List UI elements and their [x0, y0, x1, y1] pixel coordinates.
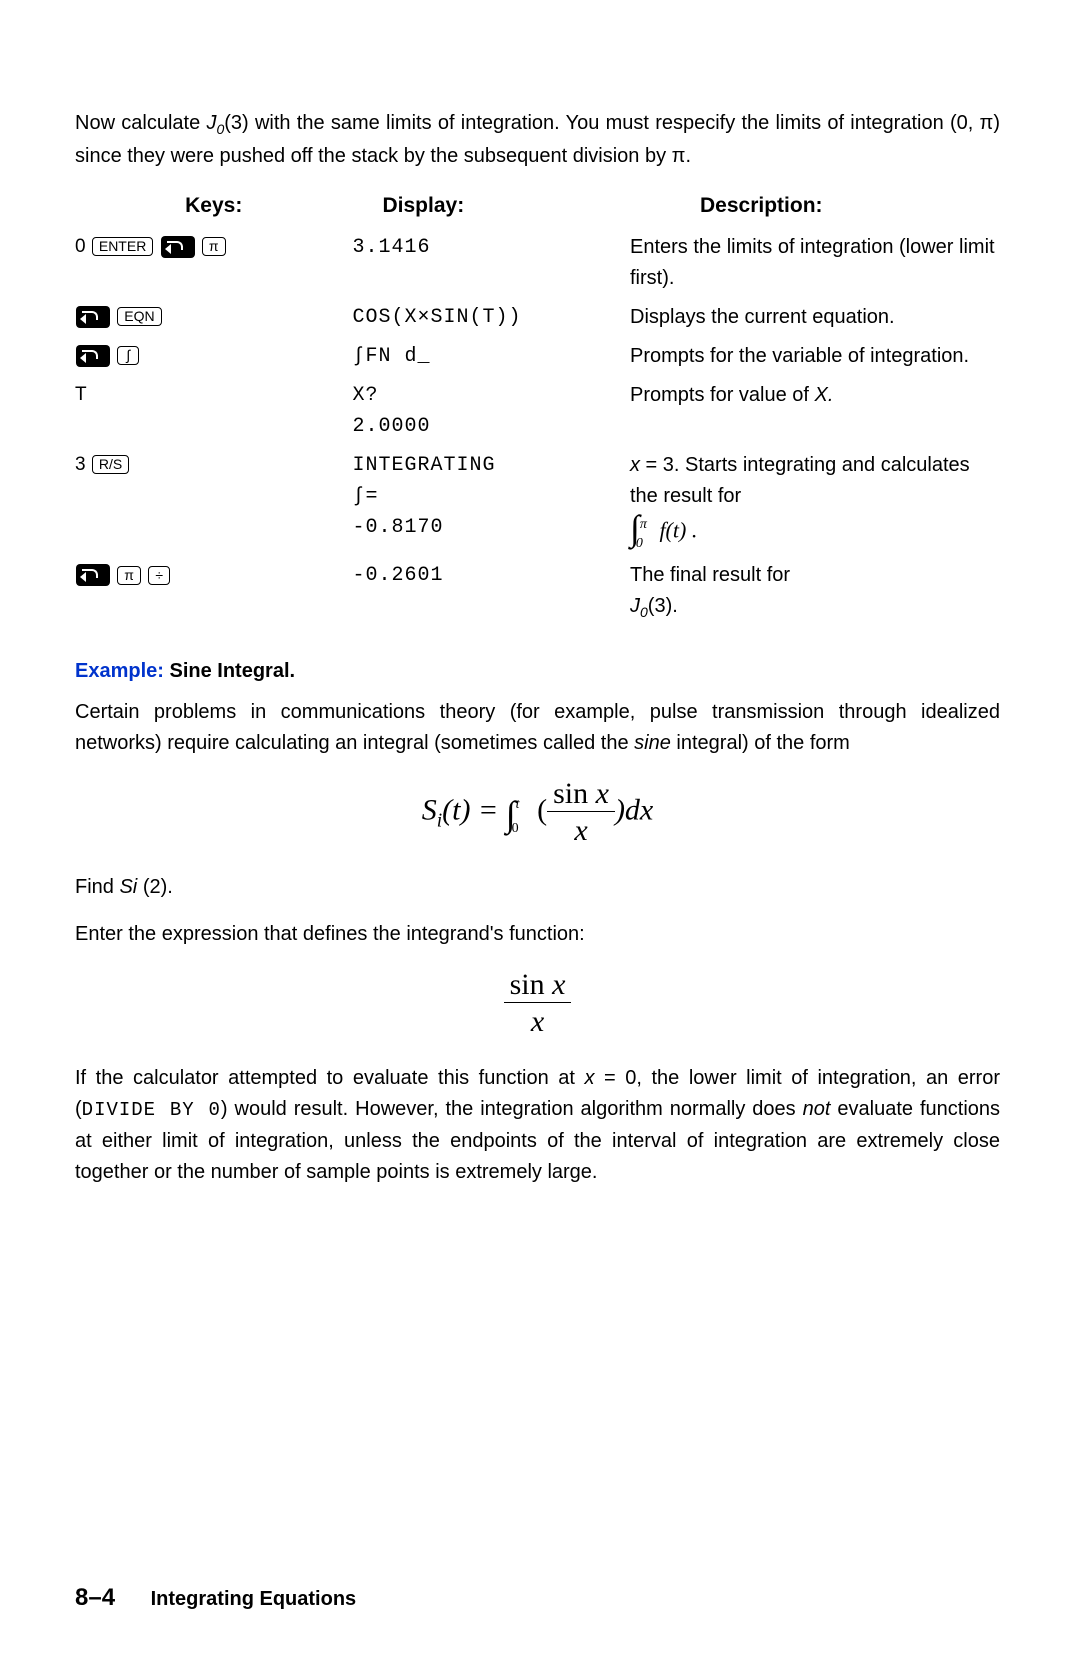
chapter-title: Integrating Equations	[151, 1588, 357, 1610]
table-row: EQN COS(X×SIN(T))Displays the current eq…	[75, 302, 1000, 341]
keys-cell: EQN	[75, 302, 353, 341]
display-cell: COS(X×SIN(T))	[353, 302, 631, 341]
shift-key-icon	[76, 345, 110, 367]
key-r/s: R/S	[92, 455, 129, 474]
keys-cell: T	[75, 380, 353, 450]
display-cell: X? 2.0000	[353, 380, 631, 450]
key-π: π	[202, 237, 226, 256]
keys-cell: ∫	[75, 341, 353, 380]
shift-key-icon	[161, 236, 195, 258]
desc-cell: Enters the limits of integration (lower …	[630, 232, 1000, 302]
desc-cell: The final result forJ0(3).	[630, 560, 1000, 632]
para-divide-by-zero: If the calculator attempted to evaluate …	[75, 1063, 1000, 1187]
header-display: Display:	[353, 194, 631, 232]
keys-cell: π ÷	[75, 560, 353, 632]
keys-cell: 0 ENTER π	[75, 232, 353, 302]
page-number: 8–4	[75, 1584, 115, 1611]
example-header: Example: Sine Integral.	[75, 660, 1000, 683]
key-π: π	[117, 566, 141, 585]
equation-si: Si(t) = ∫t0 (sin xx)dx	[75, 777, 1000, 848]
desc-cell: Displays the current equation.	[630, 302, 1000, 341]
page-footer: 8–4 Integrating Equations	[75, 1584, 356, 1612]
shift-key-icon	[76, 564, 110, 586]
header-keys: Keys:	[75, 194, 353, 232]
display-cell: -0.2601	[353, 560, 631, 632]
key-eqn: EQN	[117, 307, 161, 326]
key-÷: ÷	[148, 566, 170, 585]
desc-cell: x = 3. Starts integrating and calculates…	[630, 450, 1000, 561]
header-desc: Description:	[630, 194, 1000, 232]
key-∫: ∫	[117, 346, 139, 365]
display-cell: ∫FN d_	[353, 341, 631, 380]
intro-paragraph: Now calculate J0(3) with the same limits…	[75, 108, 1000, 172]
keys-cell: 3 R/S	[75, 450, 353, 561]
key-enter: ENTER	[92, 237, 153, 256]
display-cell: INTEGRATING ∫= -0.8170	[353, 450, 631, 561]
desc-cell: Prompts for the variable of integration.	[630, 341, 1000, 380]
table-row: 3 R/S INTEGRATING ∫= -0.8170x = 3. Start…	[75, 450, 1000, 561]
table-row: TX? 2.0000Prompts for value of X.	[75, 380, 1000, 450]
para-sine-integral: Certain problems in communications theor…	[75, 697, 1000, 759]
enter-expression: Enter the expression that defines the in…	[75, 919, 1000, 950]
equation-fraction: sin xx	[75, 968, 1000, 1039]
table-row: ∫ ∫FN d_Prompts for the variable of inte…	[75, 341, 1000, 380]
table-row: 0 ENTER π 3.1416Enters the limits of int…	[75, 232, 1000, 302]
procedure-table: Keys: Display: Description: 0 ENTER π 3.…	[75, 194, 1000, 632]
find-line: Find Si (2).	[75, 872, 1000, 903]
shift-key-icon	[76, 306, 110, 328]
display-cell: 3.1416	[353, 232, 631, 302]
desc-cell: Prompts for value of X.	[630, 380, 1000, 450]
table-row: π ÷ -0.2601The final result forJ0(3).	[75, 560, 1000, 632]
